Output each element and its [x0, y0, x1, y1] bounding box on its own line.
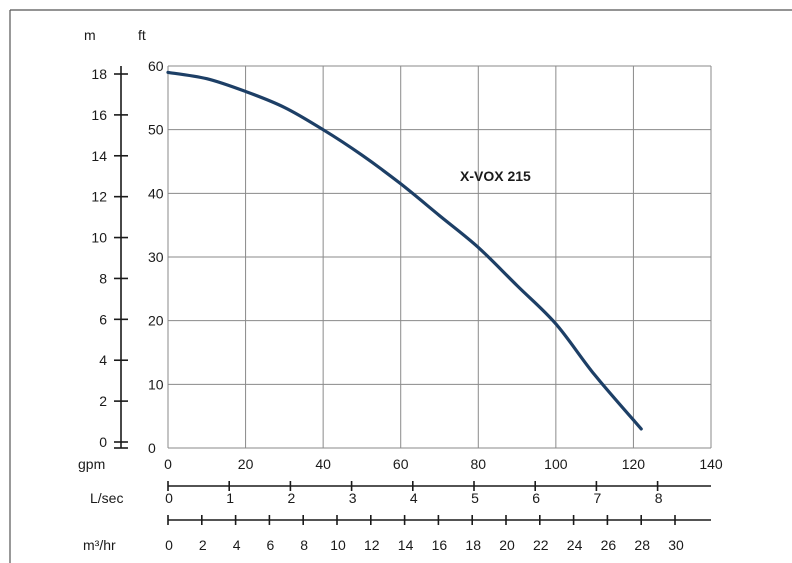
series-curve-x-vox-215: [166, 70, 643, 431]
y-ft-axis-label: ft: [138, 27, 146, 43]
y-ft-tick-label: 40: [148, 185, 164, 201]
y-m-tick-label: 0: [99, 434, 107, 450]
y-m-tick-label: 18: [91, 66, 107, 82]
x-gpm-axis-label: gpm: [78, 456, 105, 472]
y-m-tick-label: 2: [99, 393, 107, 409]
x-gpm-tick-label: 100: [544, 456, 568, 472]
y-ft-tick-label: 50: [148, 122, 164, 138]
x-lsec-tick-label: 4: [410, 490, 418, 506]
y-ft-tick-label: 0: [148, 440, 156, 456]
x-m3hr-tick-label: 18: [465, 537, 481, 553]
y-ft-tick-label: 10: [148, 376, 164, 392]
x-m3hr-tick-label: 26: [601, 537, 617, 553]
x-gpm-tick-label: 80: [470, 456, 486, 472]
x-m3hr-tick-label: 28: [634, 537, 650, 553]
x-m3hr-axis-label: m³/hr: [83, 537, 116, 553]
y-m-axis-label: m: [84, 27, 96, 43]
y-m-tick-label: 10: [91, 230, 107, 246]
x-m3hr-tick-label: 14: [398, 537, 414, 553]
plot-grid: [167, 65, 712, 449]
x-lsec-tick-label: 2: [288, 490, 296, 506]
y-m-tick-label: 6: [99, 311, 107, 327]
x-gpm-tick-label: 140: [699, 456, 723, 472]
x-m3hr-tick-label: 10: [330, 537, 346, 553]
x-lsec-axis-label: L/sec: [90, 490, 123, 506]
x-gpm-tick-label: 40: [315, 456, 331, 472]
x-gpm-tick-label: 0: [164, 456, 172, 472]
x-lsec-tick-label: 3: [349, 490, 357, 506]
y-m-tick-label: 16: [91, 107, 107, 123]
x-m3hr-tick-label: 8: [300, 537, 308, 553]
x-gpm-tick-label: 60: [393, 456, 409, 472]
x-m3hr-tick-label: 22: [533, 537, 549, 553]
x-lsec-tick-label: 6: [532, 490, 540, 506]
x-m3hr-tick-label: 20: [499, 537, 515, 553]
series-label: X-VOX 215: [460, 168, 531, 184]
y-m-tick-label: 8: [99, 270, 107, 286]
y-ft-tick-label: 30: [148, 249, 164, 265]
x-lsec-tick-label: 8: [655, 490, 663, 506]
x-lsec-tick-label: 7: [594, 490, 602, 506]
curve-layer: [166, 70, 643, 431]
x-m3hr-tick-label: 24: [567, 537, 583, 553]
x-lsec-tick-label: 0: [165, 490, 173, 506]
y-ft-tick-label: 60: [148, 58, 164, 74]
x-gpm-tick-label: 20: [238, 456, 254, 472]
x-m3hr-tick-label: 30: [668, 537, 684, 553]
x-lsec-tick-label: 5: [471, 490, 479, 506]
y-m-tick-label: 4: [99, 352, 107, 368]
x-m3hr-tick-label: 16: [432, 537, 448, 553]
y-ft-tick-label: 20: [148, 313, 164, 329]
x-m3hr-tick-label: 0: [165, 537, 173, 553]
x-m3hr-tick-label: 2: [199, 537, 207, 553]
x-lsec-tick-label: 1: [226, 490, 234, 506]
y-m-tick-label: 12: [91, 189, 107, 205]
x-m3hr-tick-label: 12: [364, 537, 380, 553]
x-m3hr-tick-label: 4: [233, 537, 241, 553]
x-gpm-tick-label: 120: [622, 456, 646, 472]
y-m-tick-label: 14: [91, 148, 107, 164]
x-m3hr-tick-label: 6: [267, 537, 275, 553]
